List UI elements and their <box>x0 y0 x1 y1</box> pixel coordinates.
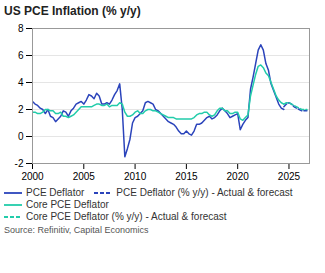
svg-text:-2: -2 <box>15 158 24 169</box>
html-text:Core PCE Deflator (% y/y) - Ac: Core PCE Deflator (% y/y) - Actual & for… <box>26 211 227 222</box>
svg-text:2010: 2010 <box>124 171 147 182</box>
html-text:Core PCE Deflator: Core PCE Deflator <box>26 199 109 210</box>
svg-text:8: 8 <box>18 23 24 34</box>
svg-text:2015: 2015 <box>175 171 198 182</box>
svg-text:2000: 2000 <box>21 171 44 182</box>
svg-text:2: 2 <box>18 104 24 115</box>
html-text:PCE Deflator: PCE Deflator <box>26 187 85 198</box>
svg-text:6: 6 <box>18 50 24 61</box>
svg-text:2005: 2005 <box>73 171 96 182</box>
html-text:PCE Deflator (% y/y) - Actual: PCE Deflator (% y/y) - Actual & forecast <box>116 187 293 198</box>
svg-text:2025: 2025 <box>278 171 301 182</box>
html-text:Source: Refinitiv, Capital Eco: Source: Refinitiv, Capital Economics <box>4 225 149 235</box>
svg-text:0: 0 <box>18 131 24 142</box>
svg-text:4: 4 <box>18 77 24 88</box>
html-text:US PCE Inflation (% y/y): US PCE Inflation (% y/y) <box>4 4 141 18</box>
svg-text:2020: 2020 <box>227 171 250 182</box>
